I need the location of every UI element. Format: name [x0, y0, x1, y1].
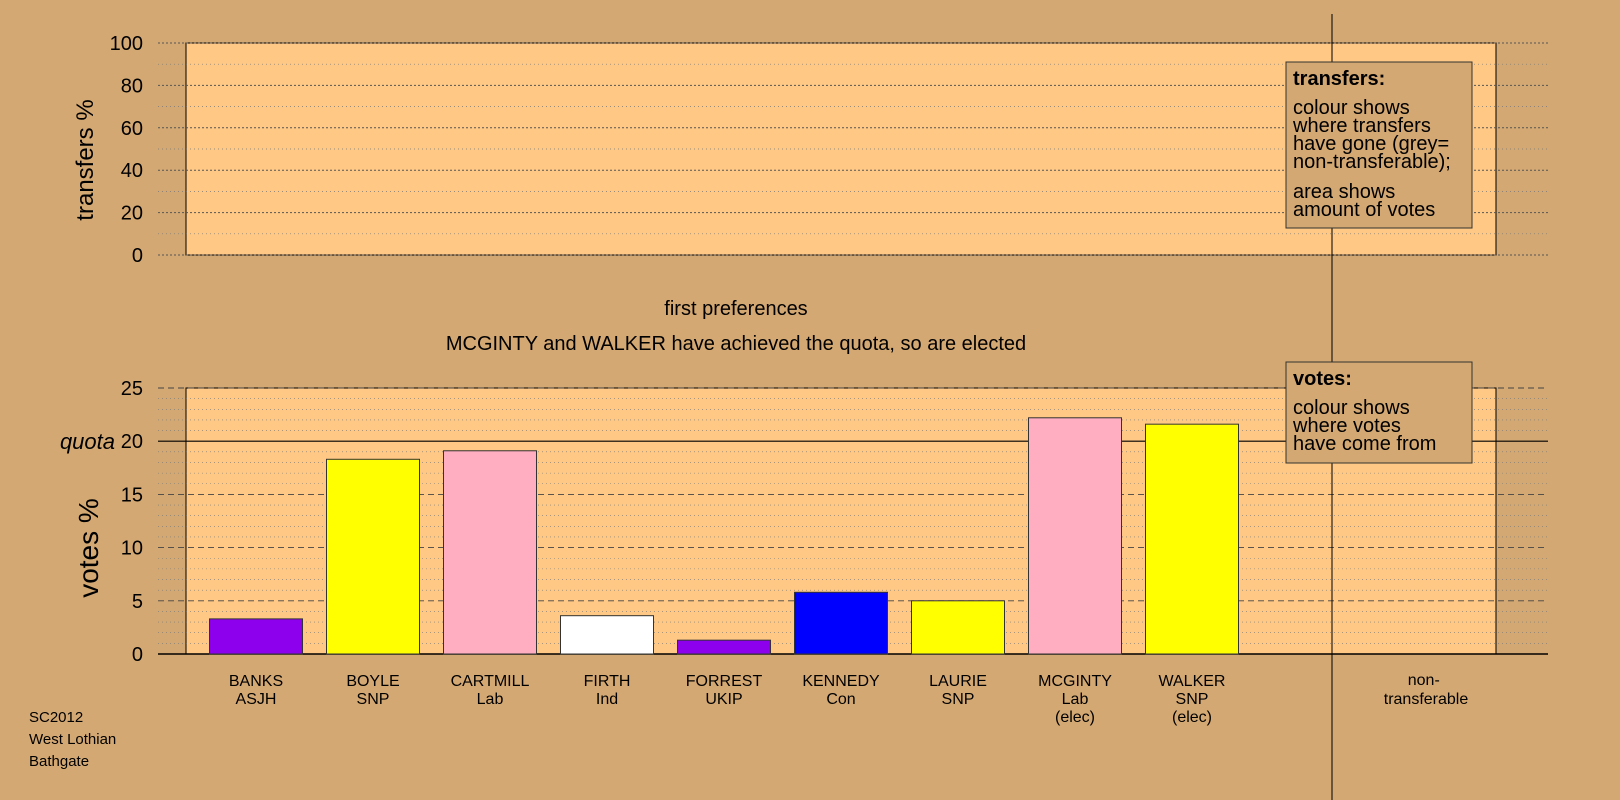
candidate-label-line: ASJH: [236, 691, 277, 708]
candidate-label: BANKS ASJH: [229, 673, 283, 708]
transfers-plot-area: [185, 42, 1497, 256]
votes-y-axis-label: votes %: [73, 498, 104, 598]
votes-tick-label: 20: [121, 431, 143, 453]
votes-legend-title: votes:: [1293, 368, 1352, 390]
footer-ward: Bathgate: [29, 753, 89, 770]
vote-bar: [443, 450, 537, 655]
transfers-legend-line: where transfers: [1292, 115, 1431, 137]
votes-tick-label: 15: [121, 484, 143, 506]
candidate-label-line: SNP: [1176, 691, 1209, 708]
candidate-label: FIRTH Ind: [584, 673, 631, 708]
votes-tick-label: 5: [132, 591, 143, 613]
candidate-label-line: UKIP: [705, 691, 742, 708]
candidate-label-line: (elec): [1172, 709, 1212, 726]
transfers-legend-box: [1285, 61, 1473, 229]
transfers-y-axis-label: transfers %: [72, 99, 99, 220]
candidate-label-line: FORREST: [686, 673, 763, 690]
transfers-panel: 0 20 40 60 80 100 transfers %: [72, 33, 1548, 267]
transfers-tick-label: 60: [121, 118, 143, 140]
candidate-label: BOYLE SNP: [346, 673, 399, 708]
votes-legend-line: where votes: [1292, 415, 1401, 437]
transfers-legend-line: area shows: [1293, 181, 1395, 203]
transfers-tick-label: 0: [132, 245, 143, 267]
candidate-label: MCGINTY Lab (elec): [1038, 673, 1112, 726]
status-message: MCGINTY and WALKER have achieved the quo…: [446, 333, 1026, 355]
candidate-label-line: FIRTH: [584, 673, 631, 690]
candidate-label-line: BOYLE: [346, 673, 399, 690]
vote-bar: [560, 615, 654, 655]
votes-legend-text: colour shows where votes have come from: [1292, 397, 1436, 455]
candidate-label-line: (elec): [1055, 709, 1095, 726]
candidate-label-line: Ind: [596, 691, 618, 708]
votes-legend-line: colour shows: [1293, 397, 1410, 419]
non-transferable-line-2: transferable: [1384, 691, 1469, 708]
transfers-legend-line: amount of votes: [1293, 199, 1435, 221]
votes-y-ticks: 0 5 10 15 20 25: [121, 378, 143, 666]
candidate-label: WALKER SNP (elec): [1159, 673, 1226, 726]
stage-title: first preferences: [664, 298, 807, 320]
candidate-label: LAURIE SNP: [929, 673, 987, 708]
votes-tick-label: 10: [121, 538, 143, 560]
vote-bar: [677, 639, 771, 655]
candidate-label-line: MCGINTY: [1038, 673, 1112, 690]
vote-bar: [911, 600, 1005, 655]
transfers-legend-line: colour shows: [1293, 97, 1410, 119]
votes-legend: votes: colour shows where votes have com…: [1285, 361, 1473, 464]
vote-bar: [209, 618, 303, 655]
quota-label: quota: [60, 429, 115, 454]
vote-bar: [326, 458, 420, 655]
transfers-tick-label: 40: [121, 160, 143, 182]
non-transferable-line-1: non-: [1408, 672, 1440, 689]
candidate-label-line: Con: [826, 691, 855, 708]
footer-election: SC2012: [29, 709, 83, 726]
transfers-tick-label: 100: [110, 33, 143, 55]
votes-tick-label: 25: [121, 378, 143, 400]
transfers-tick-label: 80: [121, 75, 143, 97]
candidate-label-line: SNP: [942, 691, 975, 708]
votes-legend-line: have come from: [1293, 433, 1436, 455]
candidate-label-line: WALKER: [1159, 673, 1226, 690]
candidate-label-line: Lab: [1062, 691, 1089, 708]
non-transferable-label: non- transferable: [1384, 672, 1469, 708]
candidate-label-line: LAURIE: [929, 673, 987, 690]
candidate-label: FORREST UKIP: [686, 673, 763, 708]
candidate-label-line: Lab: [477, 691, 504, 708]
transfers-legend: transfers: colour shows where transfers …: [1285, 61, 1473, 229]
vote-bar: [1145, 423, 1239, 655]
candidate-label: CARTMILL Lab: [451, 673, 530, 708]
transfers-tick-label: 20: [121, 203, 143, 225]
candidate-label: KENNEDY Con: [802, 673, 880, 708]
transfers-legend-title: transfers:: [1293, 68, 1385, 90]
footer-text: SC2012 West Lothian Bathgate: [29, 709, 120, 770]
transfers-y-ticks: 0 20 40 60 80 100: [110, 33, 143, 267]
votes-tick-label: 0: [132, 644, 143, 666]
votes-legend-box: [1285, 361, 1473, 464]
transfers-legend-line: non-transferable);: [1293, 151, 1451, 173]
transfers-legend-line: have gone (grey=: [1293, 133, 1449, 155]
candidate-label-line: CARTMILL: [451, 673, 530, 690]
candidate-label-line: BANKS: [229, 673, 283, 690]
vote-bar: [1028, 417, 1122, 655]
footer-council: West Lothian: [29, 731, 116, 748]
vote-bar: [794, 591, 888, 655]
candidate-label-line: SNP: [357, 691, 390, 708]
candidate-label-line: KENNEDY: [802, 673, 880, 690]
transfers-legend-text: colour shows where transfers have gone (…: [1292, 97, 1456, 221]
votes-bars: [209, 417, 1239, 655]
